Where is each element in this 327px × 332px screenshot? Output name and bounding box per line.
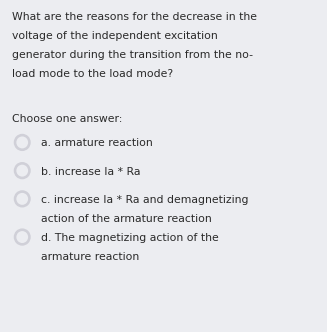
Text: voltage of the independent excitation: voltage of the independent excitation bbox=[12, 31, 218, 41]
Circle shape bbox=[16, 193, 28, 205]
Circle shape bbox=[14, 190, 31, 208]
Text: What are the reasons for the decrease in the: What are the reasons for the decrease in… bbox=[12, 12, 257, 22]
Circle shape bbox=[14, 162, 31, 179]
Text: armature reaction: armature reaction bbox=[41, 252, 139, 262]
Text: Choose one answer:: Choose one answer: bbox=[12, 114, 123, 124]
Circle shape bbox=[16, 136, 28, 148]
Text: generator during the transition from the no-: generator during the transition from the… bbox=[12, 50, 253, 60]
Text: action of the armature reaction: action of the armature reaction bbox=[41, 214, 212, 224]
Text: load mode to the load mode?: load mode to the load mode? bbox=[12, 69, 174, 79]
Circle shape bbox=[14, 228, 31, 246]
Circle shape bbox=[16, 165, 28, 177]
Text: b. increase Ia * Ra: b. increase Ia * Ra bbox=[41, 167, 140, 177]
Circle shape bbox=[14, 134, 31, 151]
Circle shape bbox=[16, 231, 28, 243]
Text: d. The magnetizing action of the: d. The magnetizing action of the bbox=[41, 233, 219, 243]
Text: a. armature reaction: a. armature reaction bbox=[41, 138, 153, 148]
Text: c. increase Ia * Ra and demagnetizing: c. increase Ia * Ra and demagnetizing bbox=[41, 195, 249, 205]
